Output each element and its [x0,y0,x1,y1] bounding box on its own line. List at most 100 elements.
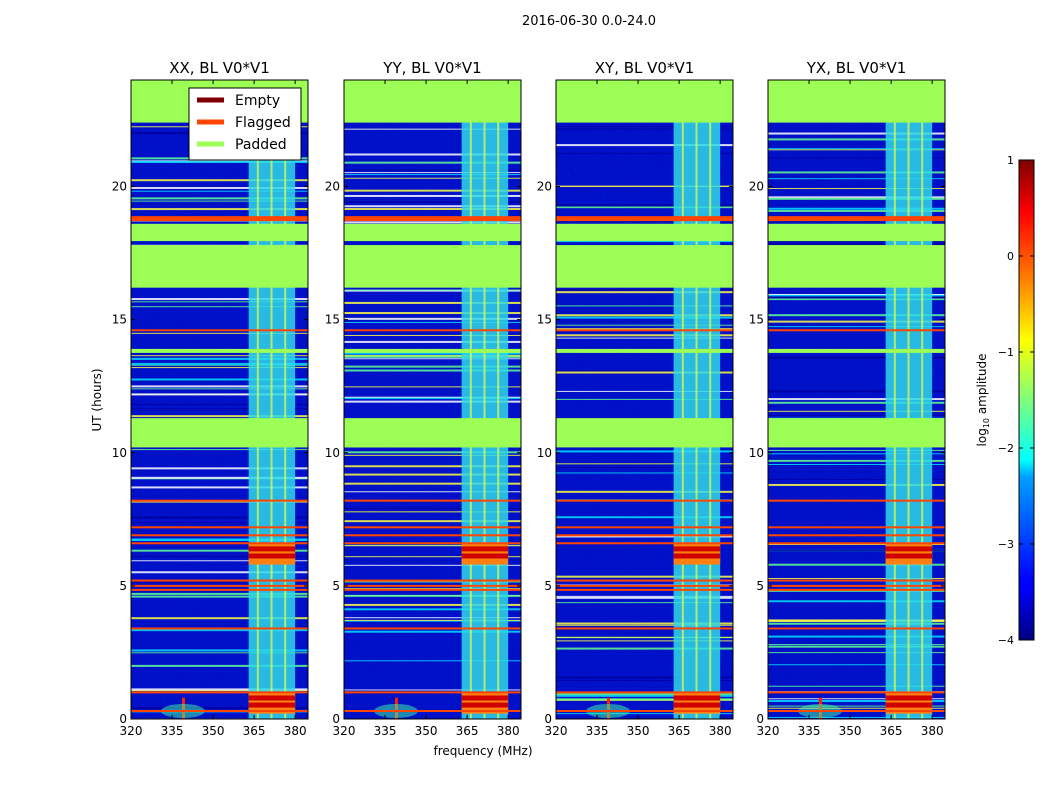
heatmap-row [556,316,733,319]
heatmap-row [768,410,945,412]
heatmap-row [768,149,945,151]
hot-row [461,553,509,559]
heatmap-row [131,190,308,192]
panel-1: YY, BL V0*V1 320 335 350 365 380 0 5 10 15 20 [325,59,522,738]
y-tick-label: 0 [119,712,127,726]
flagged-row [131,588,308,591]
rfi-channel [284,80,287,719]
x-tick-label: 335 [586,724,609,738]
heatmap-row [344,473,521,476]
heatmap-row [131,556,308,558]
padded-band [768,80,945,123]
heatmap-row [768,685,945,687]
heatmap [344,80,521,719]
heatmap-row [344,358,521,360]
heatmap-row [344,352,521,355]
heatmap-row [556,125,733,127]
flagged-row [768,534,945,537]
rfi-channel [681,80,684,719]
heatmap-row [556,516,733,519]
heatmap-row [768,698,945,700]
heatmap-row [131,571,308,574]
heatmap-row [131,486,308,489]
heatmap-row [344,174,521,176]
heatmap-row [556,185,733,187]
heatmap-row [131,501,308,503]
colorbar-gradient [1018,159,1035,641]
heatmap-row [556,324,733,326]
heatmap-row [344,312,521,315]
padded-band [768,245,945,288]
heatmap-row [344,177,521,179]
hot-row [248,553,296,559]
flagged-row [768,499,945,502]
heatmap-row [344,221,521,224]
x-tick-label: 320 [120,724,143,738]
heatmap-row [768,320,945,323]
colorbar-tick-label: −4 [998,634,1014,647]
x-tick-label: 320 [545,724,568,738]
heatmap-row [768,622,945,625]
rfi-channel [921,80,924,719]
heatmap-row [344,189,521,192]
heatmap-row [344,491,521,493]
heatmap-row [768,549,945,552]
heatmap-row [768,644,945,646]
padded-band [768,418,945,448]
colorbar-label-sub: 10 [982,418,991,428]
flagged-row [768,526,945,529]
y-tick-label: 0 [332,712,340,726]
heatmap-row [768,294,945,297]
heatmap-row [556,314,733,317]
flagged-row [556,542,733,545]
flagged-row [131,534,308,537]
flagged-row [768,627,945,630]
hot-row [885,702,933,708]
heatmap-row [131,362,308,365]
heatmap-row [131,186,308,189]
flagged-row [556,584,733,587]
colorbar-tick-label: 0 [1007,250,1014,263]
panel-title: XY, BL V0*V1 [595,59,695,77]
heatmap [556,80,733,719]
heatmap-row [131,478,308,480]
panel-3: YX, BL V0*V1 320 335 350 365 380 0 5 10 15 20 [749,59,946,738]
x-tick-label: 350 [202,724,225,738]
heatmap-row [344,161,521,164]
flagged-row [344,588,521,591]
heatmap-row [131,415,308,418]
panel-0: XX, BL V0*V1 320 335 350 365 380 0 5 10 15 20 [112,59,309,738]
colorbar-tick-label: −3 [998,538,1014,551]
heatmap-row [556,535,733,538]
heatmap-row [556,204,733,207]
x-tick-label: 335 [374,724,397,738]
heatmap-row [768,449,945,451]
colorbar-tick-label: −2 [998,442,1014,455]
y-tick-label: 5 [119,579,127,593]
heatmap-row [768,209,945,212]
heatmap-row [344,619,521,621]
y-tick-label: 5 [332,579,340,593]
flagged-row [556,534,733,537]
flagged-row [131,499,308,502]
padded-band [344,223,521,242]
heatmap-row [768,196,945,199]
heatmap-row [344,153,521,156]
heatmap-row [556,636,733,638]
heatmap-row [344,208,521,211]
x-tick-label: 350 [839,724,862,738]
heatmap-row [768,707,945,709]
heatmap-row [556,206,733,209]
heatmap-row [556,624,733,626]
heatmap-row [344,355,521,358]
flagged-row [556,579,733,582]
flagged-row [131,710,308,713]
padded-band [344,80,521,123]
x-tick-label: 365 [456,724,479,738]
flagged-row [768,710,945,713]
heatmap-row [344,169,521,171]
flagged-row [768,584,945,587]
y-axis-label: UT (hours) [90,368,104,431]
hot-row [885,553,933,559]
legend-label: Flagged [235,115,291,131]
